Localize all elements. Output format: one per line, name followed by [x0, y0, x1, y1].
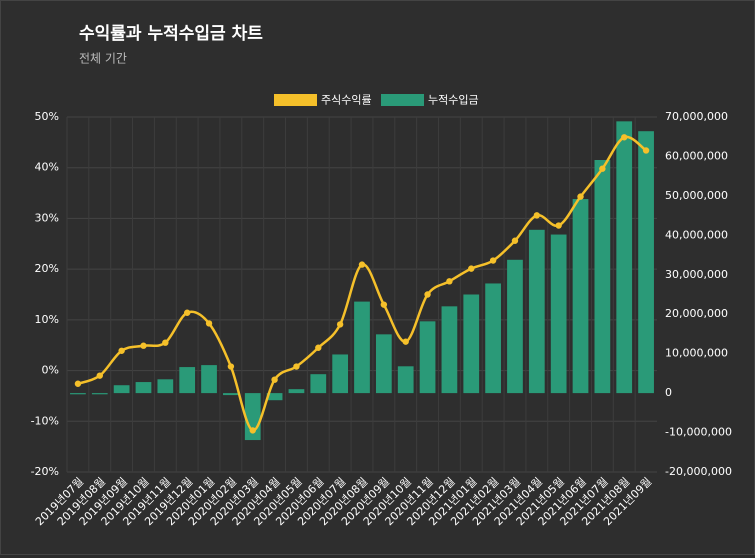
y-tick-label: 40% — [35, 161, 59, 174]
chart-subtitle: 전체 기간 — [79, 52, 127, 66]
bar — [550, 234, 567, 394]
line-point — [402, 338, 409, 345]
line-point — [358, 261, 366, 268]
line-point — [205, 320, 213, 327]
y-tick-label: 30% — [35, 211, 59, 224]
line-point — [271, 376, 278, 383]
bar — [507, 259, 523, 394]
bar — [354, 301, 370, 394]
bar — [419, 321, 436, 394]
line-point — [249, 427, 256, 434]
line-point — [621, 134, 628, 141]
legend-swatch — [381, 94, 424, 106]
bar — [179, 367, 196, 394]
y-tick-label: 20% — [35, 262, 59, 275]
line-point — [642, 147, 650, 154]
legend-label: 주식수익률 — [321, 94, 372, 107]
bar — [616, 121, 633, 394]
y2-tick-label: 70,000,000 — [665, 110, 728, 123]
bar — [157, 379, 174, 394]
line-point — [118, 347, 125, 354]
chart-title: 수익률과 누적수입금 차트 — [79, 24, 263, 44]
legend-label: 누적수입금 — [428, 94, 479, 107]
line-point — [315, 344, 322, 351]
line-point — [293, 363, 300, 370]
line-point — [74, 380, 82, 387]
line-point — [424, 291, 431, 298]
line-point — [511, 237, 519, 244]
y-tick-label: 10% — [35, 313, 59, 326]
line-point — [489, 257, 497, 264]
bar — [485, 283, 501, 394]
line-point — [96, 372, 103, 379]
line-point — [577, 193, 584, 200]
bar — [375, 334, 392, 394]
y-tick-label: -20% — [31, 465, 59, 478]
bar — [463, 294, 480, 394]
line-point — [555, 222, 562, 229]
bar — [638, 131, 654, 394]
bar — [441, 306, 458, 394]
bar — [266, 393, 283, 401]
line-point — [468, 265, 475, 272]
y2-tick-label: -20,000,000 — [665, 465, 732, 478]
line-point — [183, 309, 191, 316]
y2-tick-label: -10,000,000 — [665, 426, 732, 439]
bar — [70, 393, 86, 395]
bar — [594, 159, 611, 394]
bar — [288, 389, 305, 394]
y2-tick-label: 50,000,000 — [665, 189, 728, 202]
line-point — [336, 321, 344, 328]
bar — [397, 366, 414, 394]
line-point — [446, 278, 453, 285]
bar — [91, 393, 108, 395]
line-point — [140, 342, 147, 349]
line-point — [599, 165, 606, 172]
bar — [332, 354, 349, 394]
y2-tick-label: 60,000,000 — [665, 149, 728, 162]
bar — [135, 382, 152, 394]
y2-tick-label: 0 — [665, 386, 672, 399]
y2-tick-label: 10,000,000 — [665, 347, 728, 360]
line-point — [533, 212, 541, 219]
y2-tick-label: 40,000,000 — [665, 228, 728, 241]
bar — [223, 393, 239, 396]
bar — [528, 229, 545, 394]
bar — [113, 385, 130, 394]
bar — [201, 365, 217, 394]
y2-tick-label: 20,000,000 — [665, 307, 728, 320]
bar — [310, 374, 327, 394]
y2-tick-label: 30,000,000 — [665, 268, 728, 281]
y-tick-label: 50% — [35, 110, 59, 123]
line-point — [380, 301, 388, 308]
legend-swatch — [274, 94, 317, 106]
bar — [572, 199, 589, 394]
y-tick-label: 0% — [42, 364, 59, 377]
y-tick-label: -10% — [31, 414, 59, 427]
line-point — [227, 363, 235, 370]
line-point — [162, 339, 169, 346]
